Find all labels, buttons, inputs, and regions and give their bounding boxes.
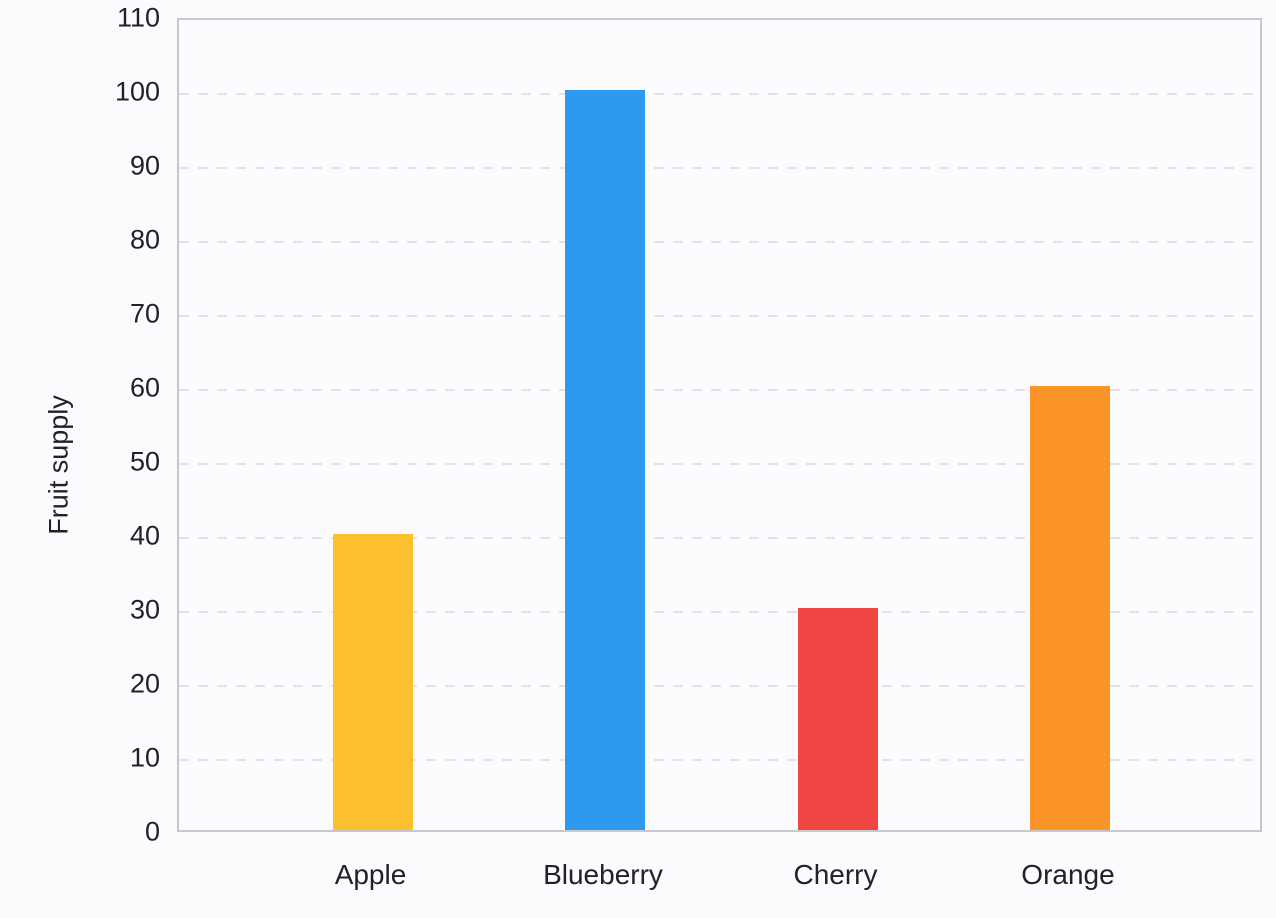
x-tick-label-apple: Apple <box>334 859 407 890</box>
gridline-y-100 <box>179 93 1260 95</box>
y-tick-label: 60 <box>129 372 160 403</box>
gridline-y-40 <box>179 537 1260 539</box>
bar-cherry <box>797 608 878 830</box>
gridline-y-50 <box>179 463 1260 465</box>
gridline-y-30 <box>179 611 1260 613</box>
y-tick-label: 40 <box>129 520 160 551</box>
bar-blueberry <box>565 90 645 830</box>
bar-apple <box>332 534 413 830</box>
y-tick-label: 110 <box>116 2 160 33</box>
gridline-y-90 <box>179 167 1260 169</box>
y-tick-label: 70 <box>129 298 160 329</box>
y-tick-label: 20 <box>129 668 160 699</box>
x-tick-label-cherry: Cherry <box>793 859 878 890</box>
plot-area <box>177 18 1262 832</box>
gridline-y-80 <box>179 241 1260 243</box>
y-tick-label: 30 <box>129 594 160 625</box>
y-tick-label: 50 <box>129 446 160 477</box>
y-tick-label: 90 <box>129 150 160 181</box>
y-tick-label: 10 <box>129 742 160 773</box>
gridline-y-70 <box>179 315 1260 317</box>
bar-orange <box>1030 386 1110 830</box>
gridline-y-20 <box>179 685 1260 687</box>
x-tick-label-blueberry: Blueberry <box>543 859 663 890</box>
y-tick-label: 100 <box>114 76 160 107</box>
x-tick-label-orange: Orange <box>1021 859 1115 890</box>
y-tick-label: 80 <box>129 224 160 255</box>
gridline-y-60 <box>179 389 1260 391</box>
y-tick-label: 0 <box>144 816 160 847</box>
gridline-y-10 <box>179 759 1260 761</box>
